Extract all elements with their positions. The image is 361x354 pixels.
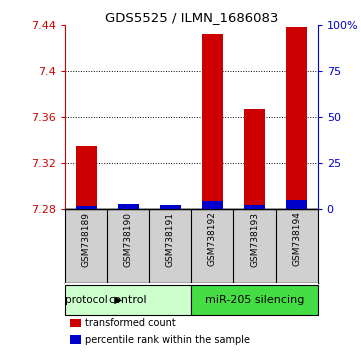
Bar [286, 200, 307, 209]
Text: miR-205 silencing: miR-205 silencing [205, 295, 304, 305]
Text: GSM738191: GSM738191 [166, 212, 175, 267]
Text: GSM738190: GSM738190 [124, 212, 132, 267]
Text: percentile rank within the sample: percentile rank within the sample [85, 335, 250, 345]
Bar [65, 285, 191, 315]
Text: control: control [109, 295, 147, 305]
Title: GDS5525 / ILMN_1686083: GDS5525 / ILMN_1686083 [105, 11, 278, 24]
Bar [160, 205, 181, 209]
Text: GSM738192: GSM738192 [208, 212, 217, 267]
Bar [244, 205, 265, 209]
Bar [75, 206, 96, 209]
Bar [191, 285, 318, 315]
Text: GSM738189: GSM738189 [82, 212, 91, 267]
Text: GSM738193: GSM738193 [250, 212, 259, 267]
Text: transformed count: transformed count [85, 318, 176, 328]
Bar [202, 201, 223, 209]
Bar [75, 146, 96, 209]
Bar [118, 204, 139, 209]
Bar [70, 336, 82, 344]
Text: GSM738194: GSM738194 [292, 212, 301, 267]
Bar [70, 319, 82, 327]
Bar [286, 27, 307, 209]
Bar [244, 109, 265, 209]
Bar [202, 34, 223, 209]
Text: protocol  ▶: protocol ▶ [65, 295, 122, 305]
